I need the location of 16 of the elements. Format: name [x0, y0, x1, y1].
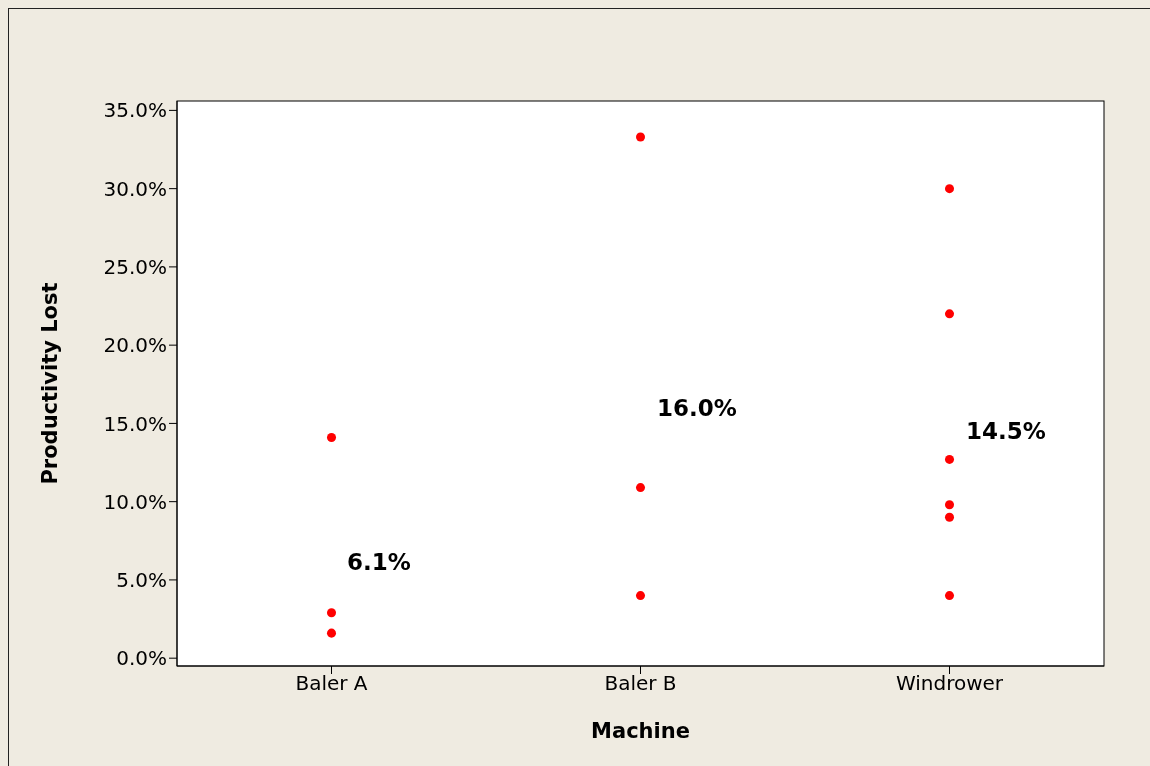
y-tick-label: 20.0%	[103, 333, 167, 358]
x-tick-label: Baler A	[295, 671, 368, 696]
annotation: 16.0%	[657, 395, 737, 421]
y-tick-label: 10.0%	[103, 489, 167, 514]
y-tick-label: 15.0%	[103, 411, 167, 436]
annotation: 14.5%	[966, 418, 1046, 444]
x-axis-title: Machine	[591, 719, 690, 743]
x-tick-label: Windrower	[895, 671, 1004, 696]
y-axis-title: Productivity Lost	[38, 282, 63, 485]
y-tick-label: 30.0%	[103, 176, 167, 201]
annotation: 6.1%	[347, 549, 411, 575]
y-tick-label: 0.0%	[116, 646, 167, 671]
y-tick-label: 5.0%	[116, 568, 167, 593]
y-tick-label: 25.0%	[103, 255, 167, 279]
y-tick-label: 35.0%	[103, 98, 167, 123]
x-tick-label: Baler B	[604, 671, 677, 696]
